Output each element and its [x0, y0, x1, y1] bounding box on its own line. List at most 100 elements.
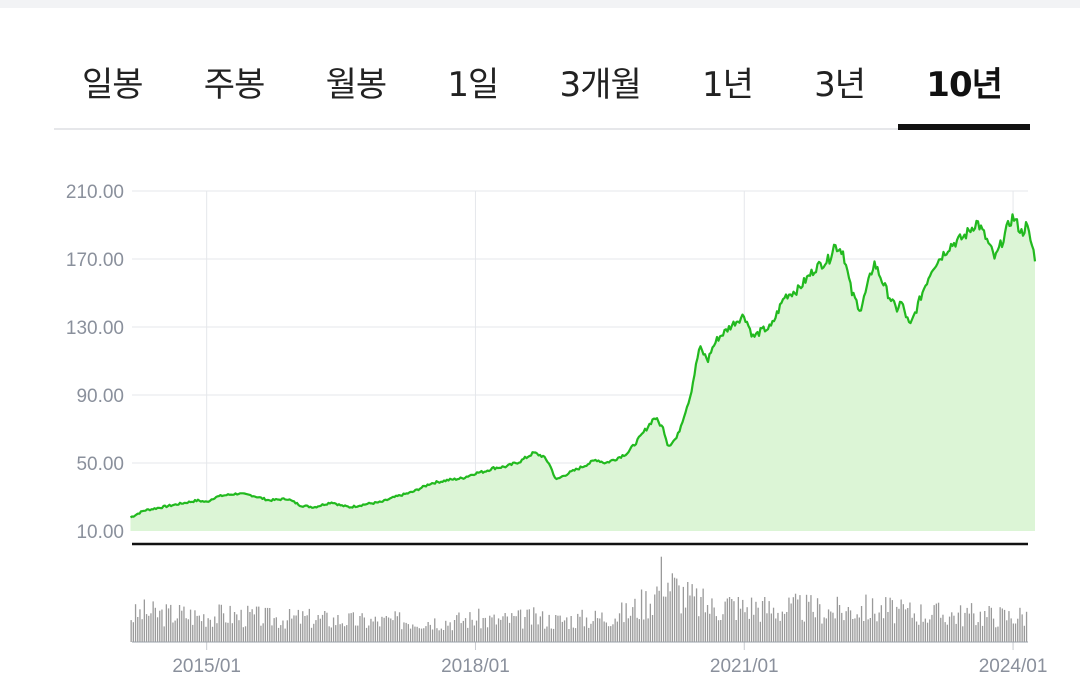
- volume-bar: [317, 615, 319, 642]
- volume-bar: [502, 616, 504, 642]
- volume-bar: [306, 615, 308, 642]
- volume-bar: [680, 613, 682, 642]
- volume-bar: [1008, 611, 1010, 642]
- volume-bar: [297, 609, 299, 642]
- volume-bar: [766, 613, 768, 642]
- volume-bar: [775, 618, 777, 642]
- y-tick-label: 130.00: [66, 318, 124, 339]
- volume-bar: [643, 619, 645, 642]
- volume-bar: [348, 613, 350, 642]
- volume-bar: [605, 622, 607, 642]
- volume-bar: [918, 624, 920, 642]
- volume-bar: [761, 601, 764, 642]
- volume-bar: [181, 610, 183, 642]
- volume-bar: [656, 586, 658, 642]
- volume-bar: [651, 615, 654, 642]
- volume-bar: [346, 625, 348, 642]
- volume-bar: [154, 607, 156, 642]
- volume-bar: [849, 610, 852, 642]
- volume-bar: [176, 618, 178, 642]
- volume-bar: [372, 621, 374, 642]
- volume-bar: [480, 628, 482, 642]
- tab-daily[interactable]: 일봉: [82, 65, 144, 105]
- volume-bar: [735, 620, 737, 642]
- volume-bar: [310, 627, 313, 642]
- volume-bar: [418, 628, 420, 642]
- volume-bar: [471, 619, 473, 642]
- volume-bar: [887, 612, 889, 642]
- volume-bar: [636, 617, 638, 642]
- volume-bar: [544, 628, 546, 642]
- volume-bar: [733, 601, 735, 642]
- volume-bar: [511, 613, 513, 642]
- volume-bar: [999, 607, 1001, 642]
- volume-bar: [337, 615, 339, 642]
- price-series: [129, 213, 1037, 546]
- tab-1-year[interactable]: 1년: [701, 65, 754, 105]
- tab-3-years[interactable]: 3년: [814, 65, 866, 105]
- volume-bar: [913, 613, 915, 642]
- volume-bar: [990, 607, 992, 642]
- tab-10-years[interactable]: 10년: [898, 52, 1030, 130]
- volume-bar: [808, 601, 810, 642]
- volume-bar: [942, 614, 944, 642]
- volume-bar: [335, 625, 337, 642]
- volume-bar: [453, 620, 456, 642]
- x-axis-labels: 2015/01 2018/01 2021/01 2024/01: [172, 656, 1047, 677]
- volume-bar: [779, 620, 781, 642]
- volume-bar: [341, 623, 343, 642]
- volume-bar: [702, 588, 704, 642]
- volume-bar: [434, 618, 436, 642]
- tab-weekly[interactable]: 주봉: [203, 65, 266, 105]
- volume-bar: [563, 620, 566, 642]
- volume-bar: [145, 614, 148, 642]
- volume-bar: [541, 611, 544, 642]
- volume-bar: [170, 604, 172, 642]
- volume-bar: [464, 618, 467, 642]
- volume-bar: [594, 610, 596, 642]
- volume-bar: [618, 613, 621, 642]
- volume-bar: [658, 590, 660, 642]
- tab-1-day[interactable]: 1일: [447, 65, 499, 105]
- volume-bar: [722, 614, 724, 642]
- volume-bar: [231, 623, 233, 642]
- volume-bar: [242, 627, 244, 642]
- volume-bar: [350, 613, 352, 642]
- volume-bar: [440, 628, 442, 642]
- volume-bar: [255, 606, 258, 642]
- volume-bar: [865, 594, 867, 642]
- volume-bar: [1012, 623, 1014, 642]
- tab-monthly[interactable]: 월봉: [325, 65, 388, 105]
- volume-bar: [821, 623, 823, 642]
- volume-bar: [222, 613, 225, 642]
- volume-bar: [295, 615, 297, 642]
- volume-bar: [621, 602, 623, 642]
- volume-bar: [966, 607, 968, 642]
- volume-bar: [986, 617, 988, 642]
- volume-bar: [156, 617, 159, 642]
- volume-bar: [546, 626, 548, 642]
- volume-bar: [321, 614, 324, 642]
- volume-bar: [878, 612, 880, 642]
- volume-bar: [706, 605, 709, 642]
- volume-bar: [640, 589, 643, 642]
- volume-bar: [412, 624, 414, 642]
- volume-bar: [896, 606, 898, 642]
- volume-bar: [748, 618, 750, 642]
- tab-3-months[interactable]: 3개월: [559, 65, 642, 105]
- y-tick-label: 50.00: [76, 454, 124, 475]
- volume-bar: [244, 626, 247, 642]
- volume-bar: [662, 596, 665, 642]
- volume-bar: [1006, 620, 1008, 642]
- volume-bar: [772, 607, 775, 642]
- volume-bar: [141, 619, 143, 642]
- volume-bar: [394, 611, 396, 642]
- volume-bar: [673, 577, 676, 642]
- volume-bar: [823, 617, 825, 642]
- volume-bar: [590, 623, 592, 642]
- volume-bar: [533, 607, 535, 642]
- volume-bar: [691, 584, 693, 642]
- volume-bar: [957, 612, 959, 642]
- volume-bar: [282, 620, 284, 642]
